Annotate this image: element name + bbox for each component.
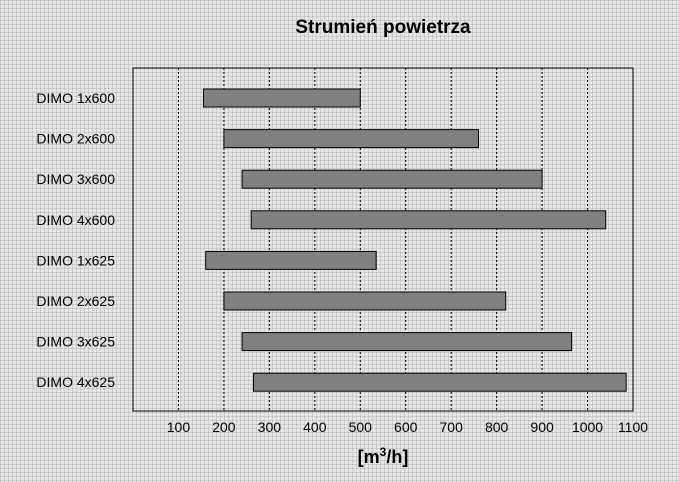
category-label: DIMO 1x625	[36, 252, 115, 268]
x-tick-label: 900	[530, 419, 554, 435]
x-tick-label: 200	[212, 419, 236, 435]
x-tick-label: 100	[167, 419, 191, 435]
x-axis-label-suffix: /h]	[386, 447, 408, 467]
category-label: DIMO 2x625	[36, 293, 115, 309]
category-label: DIMO 3x625	[36, 334, 115, 350]
bars	[202, 88, 627, 392]
x-tick-label: 700	[440, 419, 464, 435]
bar-dimo-3x600	[241, 169, 543, 189]
x-tick-labels: 100 200 300 400 500 600 700 800 900 1000 1100	[167, 419, 648, 435]
category-label: DIMO 3x600	[36, 171, 115, 187]
bar-dimo-1x625	[205, 250, 377, 270]
x-tick-label: 600	[394, 419, 418, 435]
grid-lines	[177, 68, 589, 411]
category-label: DIMO 1x600	[36, 90, 115, 106]
x-tick-label: 400	[303, 419, 327, 435]
x-tick-label: 800	[485, 419, 509, 435]
category-label: DIMO 2x600	[36, 131, 115, 147]
category-label: DIMO 4x625	[36, 374, 115, 390]
x-tick-label: 500	[349, 419, 373, 435]
bar-dimo-4x600	[250, 210, 607, 230]
category-labels: DIMO 1x600 DIMO 2x600 DIMO 3x600 DIMO 4x600…	[36, 90, 115, 390]
bar-dimo-1x600	[202, 88, 361, 108]
x-tick-label: 1100	[618, 419, 648, 435]
bar-dimo-2x600	[223, 129, 479, 149]
x-axis-label-prefix: [m	[358, 447, 380, 467]
category-label: DIMO 4x600	[36, 212, 115, 228]
x-tick-label: 1000	[572, 419, 603, 435]
x-axis-label-superscript: 3	[380, 445, 387, 459]
plot-frame	[132, 67, 634, 412]
x-tick-label: 300	[258, 419, 282, 435]
bar-dimo-3x625	[241, 332, 573, 352]
bar-dimo-4x625	[252, 372, 627, 392]
bar-dimo-2x625	[223, 291, 507, 311]
x-axis-label: [m3/h]	[358, 445, 409, 467]
chart-title: Strumień powietrza	[295, 17, 471, 38]
